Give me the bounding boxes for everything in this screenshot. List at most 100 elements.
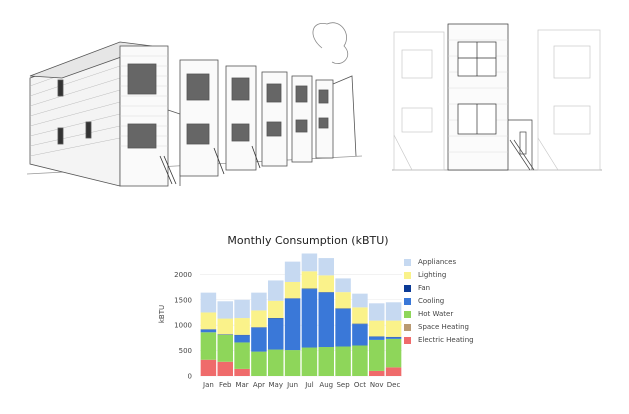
bar-segment-cooling-jun [284, 298, 301, 351]
bar-segment-hot-water-feb [217, 334, 233, 362]
bar-segment-electric-heating-jan [200, 359, 217, 376]
bar-segment-hot-water-aug [318, 347, 334, 376]
bar-segment-fan-sep [335, 308, 351, 309]
bar-segment-fan-oct [352, 323, 368, 325]
legend-item-hot-water: Hot Water [404, 308, 504, 320]
legend-item-appliances: Appliances [404, 256, 504, 268]
legend-swatch [404, 310, 411, 318]
x-tick-label: Jun [286, 381, 298, 389]
bar-segment-cooling-apr [251, 327, 267, 352]
legend-label: Appliances [418, 258, 457, 266]
bar-segment-hot-water-jan [200, 332, 217, 360]
y-tick-label: 500 [179, 347, 192, 355]
y-axis-label: kBTU [158, 305, 166, 323]
bar-segment-appliances-jan [200, 292, 217, 313]
bar-segment-fan-nov [369, 336, 385, 337]
legend-item-cooling: Cooling [404, 295, 504, 307]
bar-segment-cooling-dec [385, 337, 402, 339]
bar-segment-appliances-apr [251, 292, 267, 311]
bar-segment-hot-water-jun [284, 350, 301, 376]
bar-segment-fan-feb [217, 334, 233, 335]
bar-segment-fan-aug [318, 292, 334, 293]
legend-swatch [404, 336, 411, 344]
bar-segment-hot-water-may [268, 349, 284, 376]
x-tick-label: Oct [354, 381, 366, 389]
bar-segment-hot-water-nov [369, 339, 385, 371]
legend-swatch [404, 323, 411, 331]
legend-label: Fan [418, 284, 431, 292]
bar-segment-lighting-nov [369, 320, 385, 337]
bar-segment-appliances-sep [335, 278, 351, 293]
bar-segment-cooling-oct [352, 324, 368, 346]
chart-title: Monthly Consumption (kBTU) [227, 234, 388, 247]
bar-segment-fan-dec [385, 336, 402, 338]
chart-legend: Appliances Lighting Fan Cooling Hot Water Spa… [404, 256, 504, 347]
x-tick-label: Feb [219, 381, 232, 389]
townhouse-elevation-drawing [392, 23, 602, 171]
bar-segment-hot-water-mar [234, 342, 250, 369]
bar-segment-electric-heating-nov [369, 370, 385, 376]
bar-segment-fan-jun [284, 298, 301, 299]
legend-item-space-heating: Space Heating [404, 321, 504, 333]
x-tick-label: May [269, 381, 283, 389]
bar-segment-fan-apr [251, 327, 267, 328]
x-tick-label: Dec [387, 381, 401, 389]
bar-segment-lighting-jul [301, 271, 318, 289]
bar-segment-hot-water-apr [251, 351, 267, 376]
x-tick-label: Jan [202, 381, 214, 389]
bar-segment-fan-jul [301, 288, 318, 290]
x-tick-label: Jul [304, 381, 314, 389]
x-tick-label: Nov [370, 381, 384, 389]
x-tick-label: Sep [336, 381, 350, 389]
bar-segment-cooling-aug [318, 292, 334, 348]
bar-segment-cooling-sep [335, 308, 351, 347]
bar-segment-cooling-may [268, 318, 284, 350]
bar-segment-appliances-aug [318, 258, 334, 276]
bar-segment-lighting-sep [335, 292, 351, 309]
bar-segment-appliances-oct [352, 293, 368, 308]
legend-swatch [404, 297, 411, 305]
bar-segment-lighting-feb [217, 318, 233, 335]
legend-swatch [404, 284, 411, 292]
bar-segment-fan-may [268, 318, 284, 319]
legend-label: Hot Water [418, 310, 454, 318]
bar-segment-hot-water-dec [385, 338, 402, 368]
bar-segment-lighting-may [268, 300, 284, 319]
bar-segment-electric-heating-mar [234, 368, 250, 376]
legend-item-fan: Fan [404, 282, 504, 294]
bar-segment-appliances-jul [301, 253, 318, 272]
y-tick-label: 1000 [174, 322, 192, 330]
x-tick-label: Mar [235, 381, 248, 389]
legend-label: Lighting [418, 271, 447, 279]
bar-segment-lighting-oct [352, 307, 368, 324]
townhouse-perspective-sketch [26, 22, 363, 187]
bar-segment-hot-water-oct [352, 345, 368, 376]
legend-item-electric-heating: Electric Heating [404, 334, 504, 346]
bar-segment-cooling-jul [301, 289, 318, 348]
legend-swatch [404, 271, 411, 279]
bar-segment-appliances-nov [369, 303, 385, 321]
legend-item-lighting: Lighting [404, 269, 504, 281]
bar-segment-lighting-jun [284, 281, 301, 299]
y-tick-label: 1500 [174, 296, 192, 304]
bar-segment-lighting-aug [318, 275, 334, 293]
bar-segment-hot-water-jul [301, 347, 318, 376]
bar-segment-appliances-dec [385, 302, 402, 321]
bar-segment-appliances-feb [217, 301, 233, 319]
y-tick-label: 0 [188, 373, 192, 381]
bar-segment-appliances-jun [284, 261, 301, 282]
y-tick-label: 2000 [174, 271, 192, 279]
bar-segment-fan-mar [234, 334, 250, 336]
bar-segment-electric-heating-dec [385, 367, 402, 376]
bar-segment-lighting-dec [385, 320, 402, 337]
monthly-consumption-chart: Monthly Consumption (kBTU) kBTU 0 500 1000… [158, 234, 402, 389]
bar-segment-appliances-mar [234, 299, 250, 319]
x-tick-label: Aug [319, 381, 333, 389]
bar-segment-cooling-jan [200, 329, 217, 333]
bar-segment-fan-jan [200, 329, 217, 330]
bar-segment-lighting-jan [200, 312, 217, 330]
x-tick-label: Apr [253, 381, 265, 389]
legend-label: Electric Heating [418, 336, 474, 344]
bar-segment-lighting-mar [234, 318, 250, 335]
legend-label: Cooling [418, 297, 445, 305]
